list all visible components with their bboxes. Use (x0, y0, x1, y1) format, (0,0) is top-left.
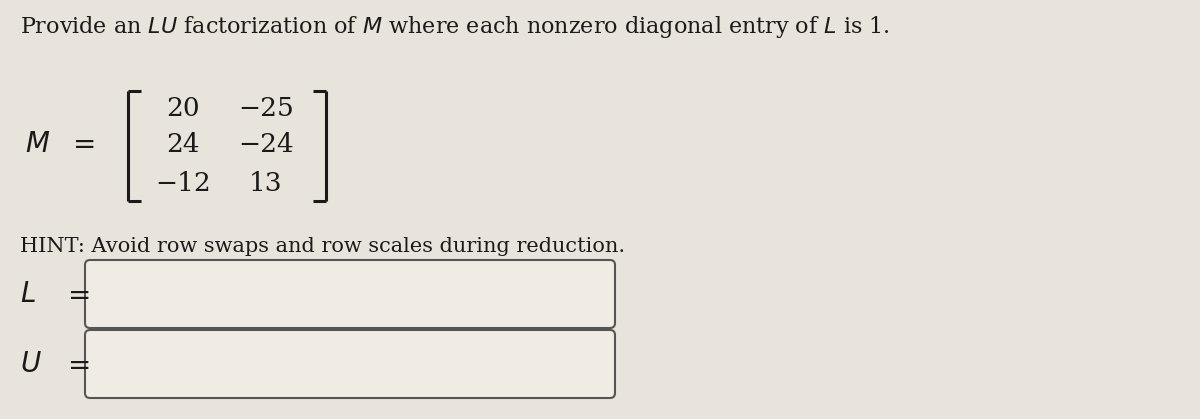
Text: $=$: $=$ (62, 280, 90, 308)
Text: −12: −12 (155, 171, 211, 196)
Text: −24: −24 (238, 132, 294, 158)
Text: $U$: $U$ (20, 351, 42, 378)
Text: $=$: $=$ (62, 351, 90, 378)
Text: 13: 13 (250, 171, 283, 196)
Text: $L$: $L$ (20, 280, 36, 308)
Text: $=$: $=$ (67, 130, 95, 158)
FancyBboxPatch shape (85, 260, 616, 328)
Text: −25: −25 (238, 96, 294, 122)
Text: $M$: $M$ (25, 130, 50, 158)
Text: HINT: Avoid row swaps and row scales during reduction.: HINT: Avoid row swaps and row scales dur… (20, 238, 625, 256)
Text: Provide an $\mathit{LU}$ factorization of $\mathit{M}$ where each nonzero diagon: Provide an $\mathit{LU}$ factorization o… (20, 14, 890, 40)
Text: 20: 20 (166, 96, 200, 122)
FancyBboxPatch shape (85, 330, 616, 398)
Text: 24: 24 (166, 132, 200, 158)
